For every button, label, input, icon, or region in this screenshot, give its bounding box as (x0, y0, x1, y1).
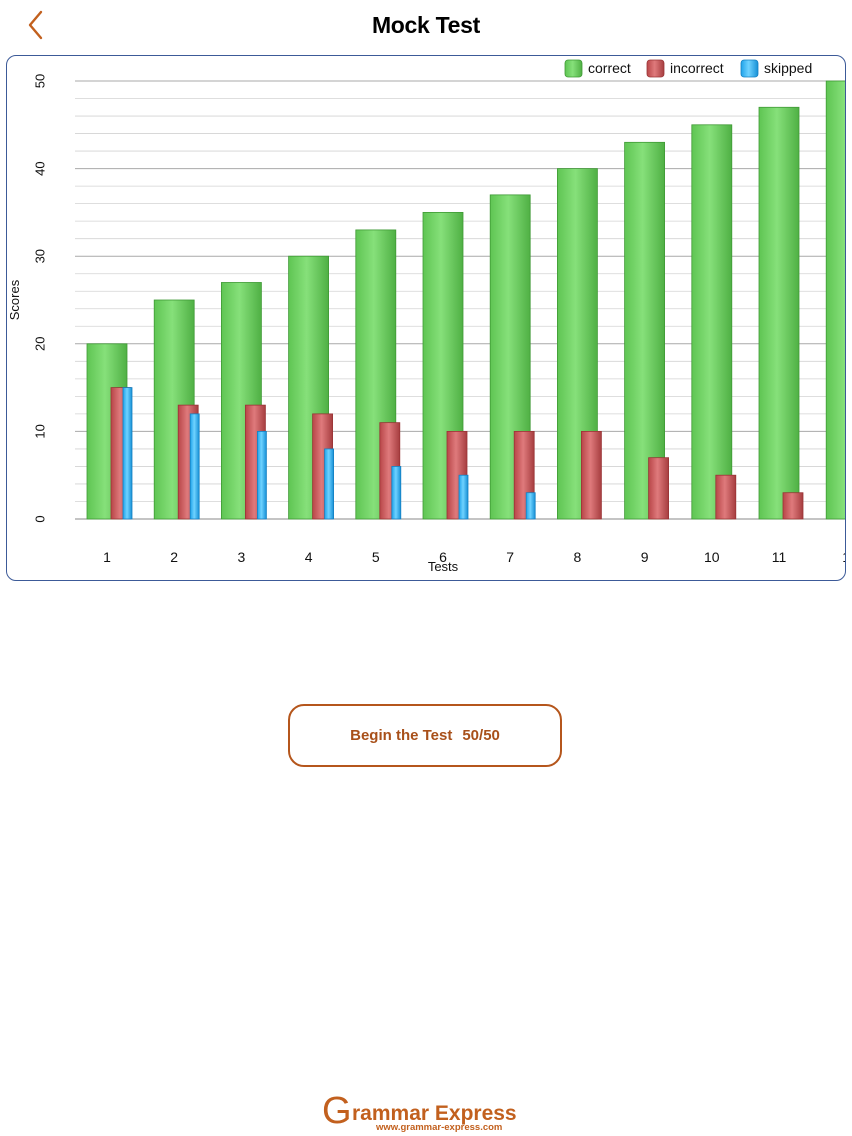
logo-url: www.grammar-express.com (376, 1122, 503, 1133)
chart-container[interactable]: 01020304050Scores12345678910111Tests cor… (6, 55, 846, 581)
x-tick-label: 10 (704, 549, 720, 565)
x-tick-label: 8 (574, 549, 582, 565)
bar-correct-9 (624, 141, 665, 520)
logo-letter: G (322, 1090, 352, 1132)
x-tick-label: 3 (238, 549, 246, 565)
bar-skipped-1 (122, 387, 133, 520)
y-tick-label: 10 (32, 424, 47, 438)
x-tick-label: 7 (506, 549, 514, 565)
bar-skipped-3 (256, 430, 267, 520)
x-tick-label: 4 (305, 549, 313, 565)
legend-label-correct: correct (588, 60, 631, 76)
x-tick-label: 5 (372, 549, 380, 565)
bar-correct-11 (758, 106, 800, 520)
legend-label-skipped: skipped (764, 60, 812, 76)
y-tick-label: 30 (32, 249, 47, 263)
bar-skipped-2 (189, 413, 200, 520)
bar-correct-6 (422, 211, 464, 520)
y-tick-label: 20 (32, 337, 47, 351)
x-tick-label: 2 (170, 549, 178, 565)
grammar-express-logo: G rammar Express www.grammar-express.com (322, 1092, 522, 1136)
x-tick-label: 9 (641, 549, 649, 565)
y-tick-label: 0 (32, 515, 47, 522)
bar-incorrect-10 (715, 474, 737, 520)
x-axis-label: Tests (428, 559, 459, 574)
bar-skipped-6 (458, 474, 469, 520)
score-chart: 01020304050Scores12345678910111Tests cor… (7, 59, 845, 574)
x-tick-label: 6 (439, 549, 447, 565)
legend-label-incorrect: incorrect (670, 60, 724, 76)
back-button[interactable] (22, 8, 54, 44)
bar-skipped-5 (391, 466, 402, 520)
bar-skipped-4 (324, 448, 335, 520)
x-tick-label: 1 (842, 549, 845, 565)
bar-correct-12 (825, 80, 845, 520)
chevron-left-icon (28, 10, 43, 40)
legend-swatch-incorrect (646, 59, 665, 78)
y-tick-label: 40 (32, 161, 47, 175)
bar-skipped-7 (525, 492, 536, 520)
legend-swatch-correct (564, 59, 583, 78)
bar-incorrect-9 (648, 457, 669, 520)
y-axis-label: Scores (7, 279, 22, 320)
x-tick-label: 1 (103, 549, 111, 565)
bar-incorrect-11 (782, 492, 804, 520)
x-tick-label: 11 (772, 549, 787, 565)
legend-swatch-skipped (740, 59, 759, 78)
page-title: Mock Test (371, 12, 481, 38)
begin-test-label: Begin the Test (350, 727, 453, 744)
test-progress-count: 50/50 (462, 727, 500, 744)
logo-text: rammar Express (352, 1102, 517, 1125)
y-tick-label: 50 (32, 74, 47, 88)
begin-test-button[interactable]: Begin the Test 50/50 (288, 704, 562, 767)
bar-incorrect-8 (581, 430, 602, 520)
bar-correct-10 (691, 124, 733, 520)
